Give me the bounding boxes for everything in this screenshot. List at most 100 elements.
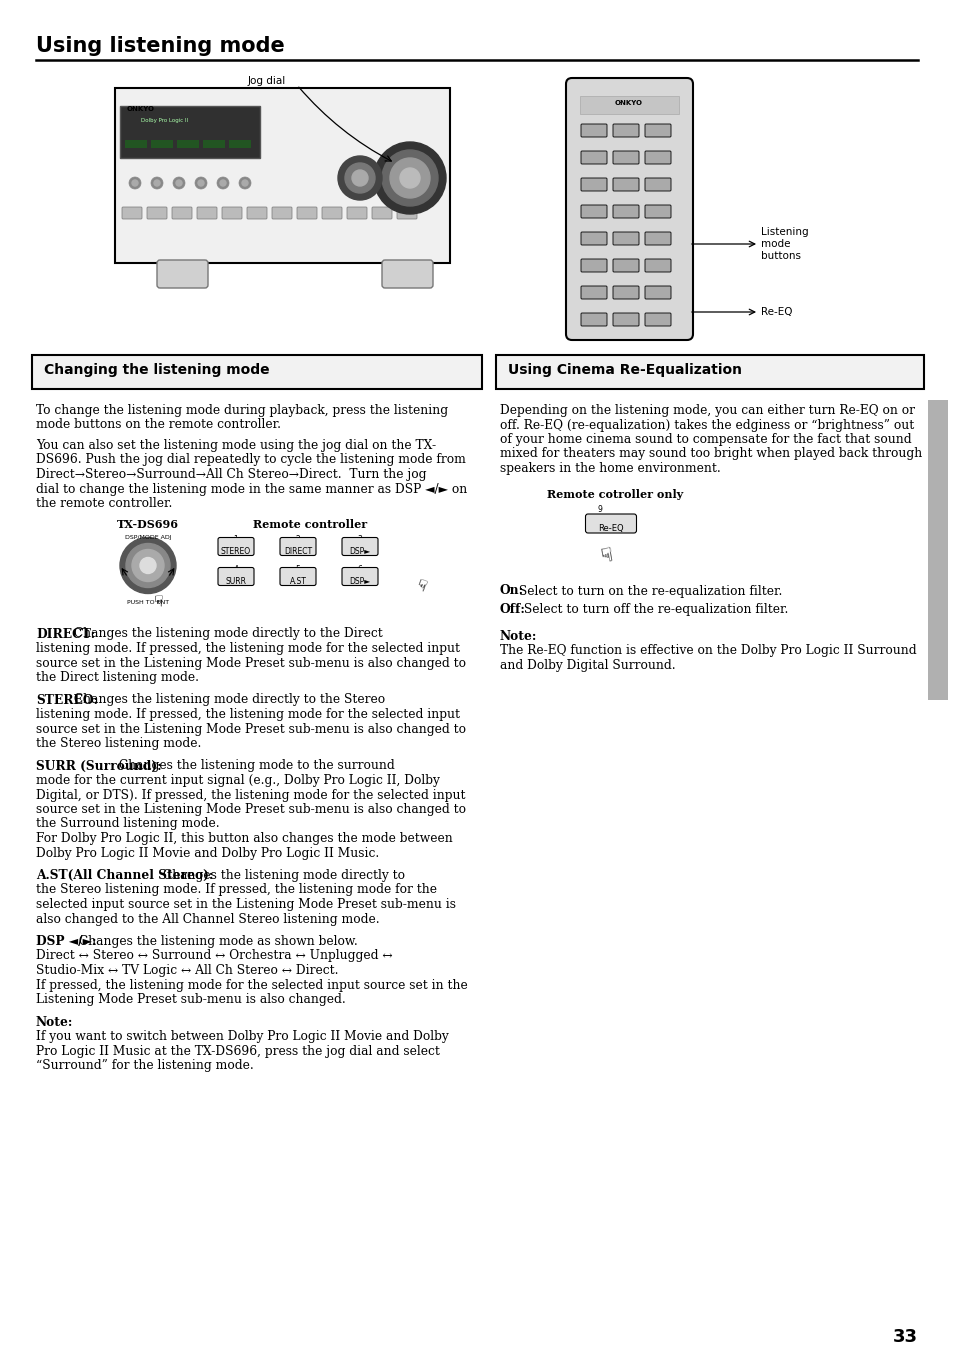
FancyBboxPatch shape	[125, 141, 147, 149]
Text: DSP/MODE ADJ: DSP/MODE ADJ	[125, 535, 172, 539]
Text: Direct ↔ Stereo ↔ Surround ↔ Orchestra ↔ Unplugged ↔: Direct ↔ Stereo ↔ Surround ↔ Orchestra ↔…	[36, 950, 393, 962]
FancyBboxPatch shape	[296, 207, 316, 219]
FancyBboxPatch shape	[177, 141, 199, 149]
FancyBboxPatch shape	[341, 567, 377, 585]
FancyBboxPatch shape	[203, 141, 225, 149]
FancyBboxPatch shape	[347, 207, 367, 219]
Text: source set in the Listening Mode Preset sub-menu is also changed to: source set in the Listening Mode Preset …	[36, 802, 465, 816]
Text: “Surround” for the listening mode.: “Surround” for the listening mode.	[36, 1059, 253, 1071]
Text: A.ST: A.ST	[290, 577, 306, 585]
FancyBboxPatch shape	[120, 105, 260, 158]
Circle shape	[239, 177, 251, 189]
FancyBboxPatch shape	[580, 286, 606, 299]
Text: the Stereo listening mode. If pressed, the listening mode for the: the Stereo listening mode. If pressed, t…	[36, 884, 436, 897]
Text: Studio-Mix ↔ TV Logic ↔ All Ch Stereo ↔ Direct.: Studio-Mix ↔ TV Logic ↔ All Ch Stereo ↔ …	[36, 965, 338, 977]
Text: Listening Mode Preset sub-menu is also changed.: Listening Mode Preset sub-menu is also c…	[36, 993, 345, 1006]
Text: source set in the Listening Mode Preset sub-menu is also changed to: source set in the Listening Mode Preset …	[36, 657, 465, 670]
Circle shape	[198, 180, 204, 186]
Text: Jog dial: Jog dial	[248, 76, 286, 86]
FancyBboxPatch shape	[381, 259, 433, 288]
Text: DIRECT: DIRECT	[284, 547, 312, 555]
Text: If pressed, the listening mode for the selected input source set in the: If pressed, the listening mode for the s…	[36, 978, 467, 992]
FancyBboxPatch shape	[579, 96, 679, 113]
Circle shape	[390, 158, 430, 199]
FancyBboxPatch shape	[644, 259, 670, 272]
Text: Re-EQ: Re-EQ	[760, 307, 792, 317]
Text: 5: 5	[295, 566, 300, 574]
FancyBboxPatch shape	[272, 207, 292, 219]
Text: TX-DS696: TX-DS696	[117, 520, 179, 531]
Text: Changing the listening mode: Changing the listening mode	[44, 363, 270, 377]
FancyBboxPatch shape	[157, 259, 208, 288]
Text: Digital, or DTS). If pressed, the listening mode for the selected input: Digital, or DTS). If pressed, the listen…	[36, 789, 465, 801]
Text: 9: 9	[597, 504, 601, 513]
Text: ☞: ☞	[592, 544, 613, 565]
Text: DIRECT:: DIRECT:	[36, 627, 95, 640]
FancyBboxPatch shape	[341, 538, 377, 555]
Text: the Surround listening mode.: the Surround listening mode.	[36, 817, 219, 831]
Circle shape	[399, 168, 419, 188]
Text: 6: 6	[357, 566, 362, 574]
FancyBboxPatch shape	[613, 124, 639, 136]
Text: 2: 2	[295, 535, 300, 544]
FancyBboxPatch shape	[644, 151, 670, 163]
Text: speakers in the home environment.: speakers in the home environment.	[499, 462, 720, 476]
Text: Select to turn off the re-equalization filter.: Select to turn off the re-equalization f…	[519, 603, 787, 616]
Circle shape	[381, 150, 437, 205]
Text: The Re-EQ function is effective on the Dolby Pro Logic II Surround: The Re-EQ function is effective on the D…	[499, 644, 916, 657]
Text: Changes the listening mode directly to: Changes the listening mode directly to	[159, 869, 405, 882]
Circle shape	[337, 155, 381, 200]
Text: and Dolby Digital Surround.: and Dolby Digital Surround.	[499, 658, 675, 671]
Text: PUSH TO ENT: PUSH TO ENT	[127, 600, 169, 605]
Text: STEREO: STEREO	[221, 547, 251, 555]
FancyBboxPatch shape	[613, 286, 639, 299]
FancyBboxPatch shape	[644, 124, 670, 136]
Text: Dolby Pro Logic II Movie and Dolby Pro Logic II Music.: Dolby Pro Logic II Movie and Dolby Pro L…	[36, 847, 379, 859]
Text: also changed to the All Channel Stereo listening mode.: also changed to the All Channel Stereo l…	[36, 912, 379, 925]
FancyBboxPatch shape	[927, 400, 947, 700]
Text: mode buttons on the remote controller.: mode buttons on the remote controller.	[36, 419, 281, 431]
Circle shape	[345, 163, 375, 193]
Circle shape	[120, 538, 175, 593]
FancyBboxPatch shape	[644, 286, 670, 299]
FancyBboxPatch shape	[580, 259, 606, 272]
FancyBboxPatch shape	[172, 207, 192, 219]
FancyBboxPatch shape	[196, 207, 216, 219]
FancyBboxPatch shape	[229, 141, 251, 149]
FancyBboxPatch shape	[585, 513, 636, 534]
Text: You can also set the listening mode using the jog dial on the TX-: You can also set the listening mode usin…	[36, 439, 436, 453]
FancyBboxPatch shape	[580, 124, 606, 136]
FancyBboxPatch shape	[613, 178, 639, 190]
Text: source set in the Listening Mode Preset sub-menu is also changed to: source set in the Listening Mode Preset …	[36, 723, 465, 735]
Text: Changes the listening mode directly to the Stereo: Changes the listening mode directly to t…	[71, 693, 385, 707]
FancyBboxPatch shape	[396, 207, 416, 219]
FancyBboxPatch shape	[247, 207, 267, 219]
Text: Dolby Pro Logic II: Dolby Pro Logic II	[141, 118, 189, 123]
Circle shape	[374, 142, 446, 213]
Text: Remote cotroller only: Remote cotroller only	[546, 489, 682, 500]
FancyBboxPatch shape	[580, 313, 606, 326]
Text: dial to change the listening mode in the same manner as DSP ◄/► on: dial to change the listening mode in the…	[36, 482, 467, 496]
Text: STEREO:: STEREO:	[36, 693, 98, 707]
Text: Remote controller: Remote controller	[253, 520, 367, 531]
Circle shape	[220, 180, 226, 186]
Circle shape	[132, 180, 138, 186]
FancyBboxPatch shape	[151, 141, 172, 149]
FancyBboxPatch shape	[218, 567, 253, 585]
FancyBboxPatch shape	[580, 151, 606, 163]
FancyBboxPatch shape	[644, 205, 670, 218]
FancyBboxPatch shape	[644, 313, 670, 326]
FancyBboxPatch shape	[565, 78, 692, 340]
Text: Changes the listening mode to the surround: Changes the listening mode to the surrou…	[114, 759, 395, 773]
Text: Using listening mode: Using listening mode	[36, 36, 284, 55]
Circle shape	[129, 177, 141, 189]
Text: Re-EQ: Re-EQ	[598, 523, 623, 532]
Text: mixed for theaters may sound too bright when played back through: mixed for theaters may sound too bright …	[499, 447, 922, 461]
FancyBboxPatch shape	[496, 355, 923, 389]
Circle shape	[175, 180, 182, 186]
Text: the remote controller.: the remote controller.	[36, 497, 172, 509]
Text: DS696. Push the jog dial repeatedly to cycle the listening mode from: DS696. Push the jog dial repeatedly to c…	[36, 454, 465, 466]
Text: DSP ◄/►:: DSP ◄/►:	[36, 935, 96, 948]
FancyBboxPatch shape	[644, 178, 670, 190]
Text: DSP►: DSP►	[349, 547, 370, 555]
